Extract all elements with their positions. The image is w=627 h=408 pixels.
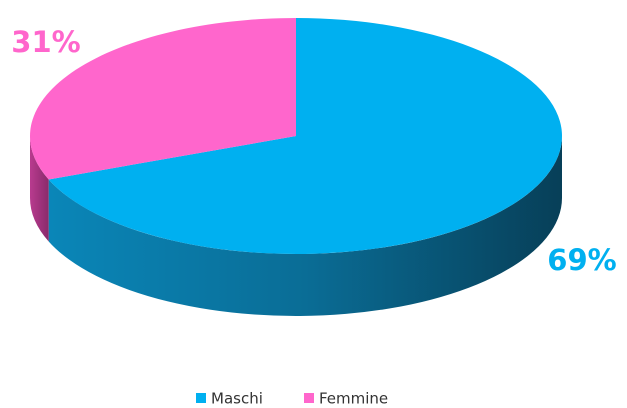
value-label: 69% [547,243,616,277]
slice-side [30,136,49,242]
value-label: 31% [11,25,80,59]
legend-label: Maschi [211,390,263,408]
slice [48,18,563,255]
slice [30,18,297,180]
legend-swatch [304,393,314,403]
legend-label: Femmine [319,390,388,408]
slice-side [48,136,563,317]
legend-swatch [196,393,206,403]
